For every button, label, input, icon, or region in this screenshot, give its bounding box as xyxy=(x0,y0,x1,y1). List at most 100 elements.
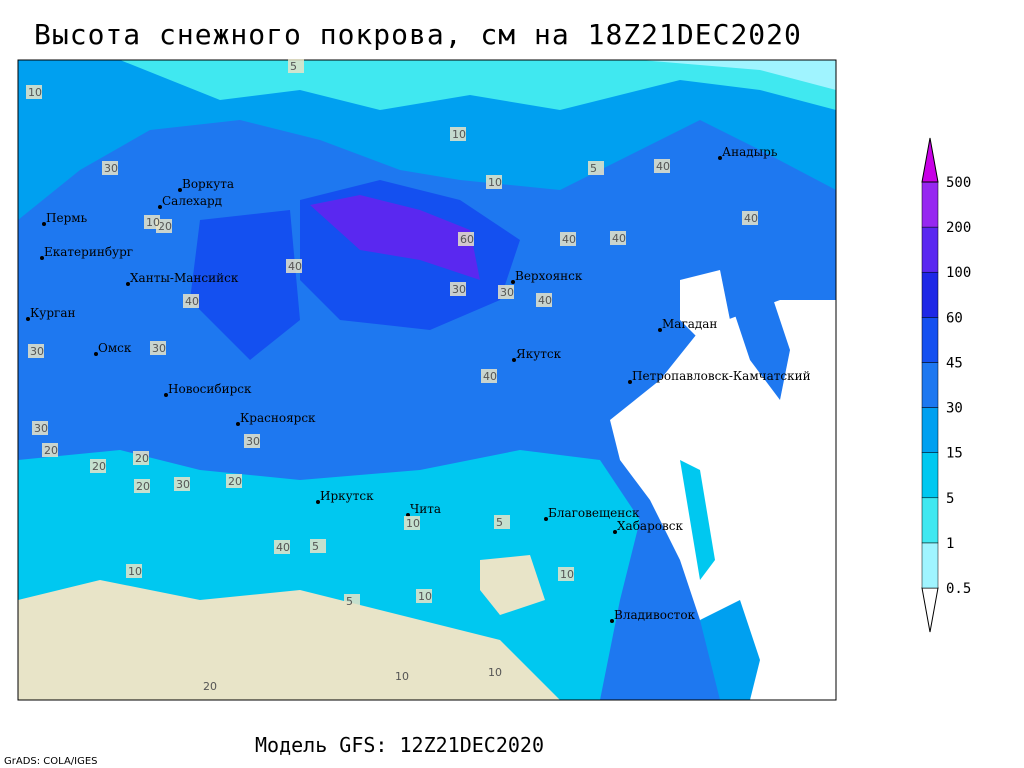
credit: GrADS: COLA/IGES xyxy=(4,756,98,767)
city-dot xyxy=(628,380,632,384)
city-dot xyxy=(544,517,548,521)
contour-label-box xyxy=(481,369,497,383)
city-dot xyxy=(613,530,617,534)
contour-label-box xyxy=(393,669,409,683)
legend-label: 200 xyxy=(946,220,971,236)
contour-label-box xyxy=(144,215,160,229)
contour-label-box xyxy=(404,516,420,530)
contour-label-box xyxy=(610,231,626,245)
city-dot xyxy=(610,619,614,623)
contour-label-box xyxy=(226,474,242,488)
contour-label: 30 xyxy=(34,422,48,435)
city-label: Екатеринбург xyxy=(44,245,133,259)
contour-label-box xyxy=(288,59,304,73)
contour-label: 10 xyxy=(406,517,420,530)
contour-label-box xyxy=(42,443,58,457)
city-label: Магадан xyxy=(662,317,717,331)
city-label: Курган xyxy=(30,306,75,320)
city-dot xyxy=(511,280,515,284)
contour-label-box xyxy=(536,293,552,307)
contour-label: 20 xyxy=(135,452,149,465)
city-label: Омск xyxy=(98,341,132,355)
city-label: Салехард xyxy=(162,194,222,208)
contour-label: 5 xyxy=(312,540,319,553)
kamchatka xyxy=(730,290,790,400)
contour-label-box xyxy=(174,477,190,491)
contour-label: 40 xyxy=(483,370,497,383)
city-dot xyxy=(658,328,662,332)
legend-swatch xyxy=(921,226,939,273)
city-label: Пермь xyxy=(46,211,88,225)
contour-label: 10 xyxy=(146,216,160,229)
city-dot xyxy=(126,282,130,286)
legend-label: 30 xyxy=(946,401,963,417)
city-label: Ханты-Мансийск xyxy=(130,271,239,285)
contour-label: 20 xyxy=(203,680,217,693)
contour-label: 30 xyxy=(176,478,190,491)
city-dot xyxy=(178,188,182,192)
city-label: Чита xyxy=(410,502,441,516)
legend-label: 60 xyxy=(946,310,963,326)
contour-label: 10 xyxy=(395,670,409,683)
contour-label: 40 xyxy=(562,233,576,246)
city-label: Новосибирск xyxy=(168,382,252,396)
deep-snow-3 xyxy=(190,210,300,360)
city-label: Иркутск xyxy=(320,489,374,503)
japan xyxy=(700,600,760,700)
contour-label: 30 xyxy=(104,162,118,175)
legend-swatch xyxy=(921,497,939,544)
city-label: Анадырь xyxy=(722,145,778,159)
city-label: Петропавловск-Камчатский xyxy=(632,369,811,383)
contour-label-box xyxy=(274,540,290,554)
contour-label-box xyxy=(450,282,466,296)
contour-label-box xyxy=(344,594,360,608)
city-dot xyxy=(42,222,46,226)
contour-label-box xyxy=(126,564,142,578)
city-label: Благовещенск xyxy=(548,506,640,520)
contour-label: 10 xyxy=(418,590,432,603)
city-dot xyxy=(94,352,98,356)
contour-label-box xyxy=(244,434,260,448)
city-label: Хабаровск xyxy=(617,519,683,533)
contour-label: 5 xyxy=(346,595,353,608)
city-dot xyxy=(158,205,162,209)
legend-label: 45 xyxy=(946,355,963,371)
legend-swatch xyxy=(921,452,939,499)
contour-label: 40 xyxy=(185,295,199,308)
okhotsk-bay xyxy=(680,270,730,340)
contour-label-box xyxy=(26,85,42,99)
contour-label: 40 xyxy=(276,541,290,554)
legend-swatch xyxy=(921,542,939,589)
contour-label: 30 xyxy=(452,283,466,296)
arctic-ice xyxy=(640,60,836,90)
contour-label-box xyxy=(32,421,48,435)
city-dot xyxy=(316,500,320,504)
contour-label: 60 xyxy=(460,233,474,246)
contour-label-box xyxy=(201,679,217,693)
map xyxy=(18,60,836,700)
contour-label-box xyxy=(486,175,502,189)
city-dot xyxy=(512,358,516,362)
contour-label: 40 xyxy=(288,260,302,273)
contour-label: 5 xyxy=(496,516,503,529)
city-label: Владивосток xyxy=(614,608,696,622)
city-dot xyxy=(26,317,30,321)
title: Высота снежного покрова, см на 18Z21DEC2… xyxy=(34,18,802,51)
contour-label-box xyxy=(558,567,574,581)
legend-label: 1 xyxy=(946,536,954,552)
contour-label: 20 xyxy=(158,220,172,233)
contour-label: 20 xyxy=(228,475,242,488)
contour-label: 40 xyxy=(538,294,552,307)
contour-label: 5 xyxy=(290,60,297,73)
contour-label-box xyxy=(588,161,604,175)
contour-label-box xyxy=(450,127,466,141)
contour-label: 10 xyxy=(488,176,502,189)
contour-label-box xyxy=(310,539,326,553)
legend-swatch xyxy=(921,407,939,453)
contour-label: 10 xyxy=(488,666,502,679)
deep-snow-2 xyxy=(310,195,480,280)
